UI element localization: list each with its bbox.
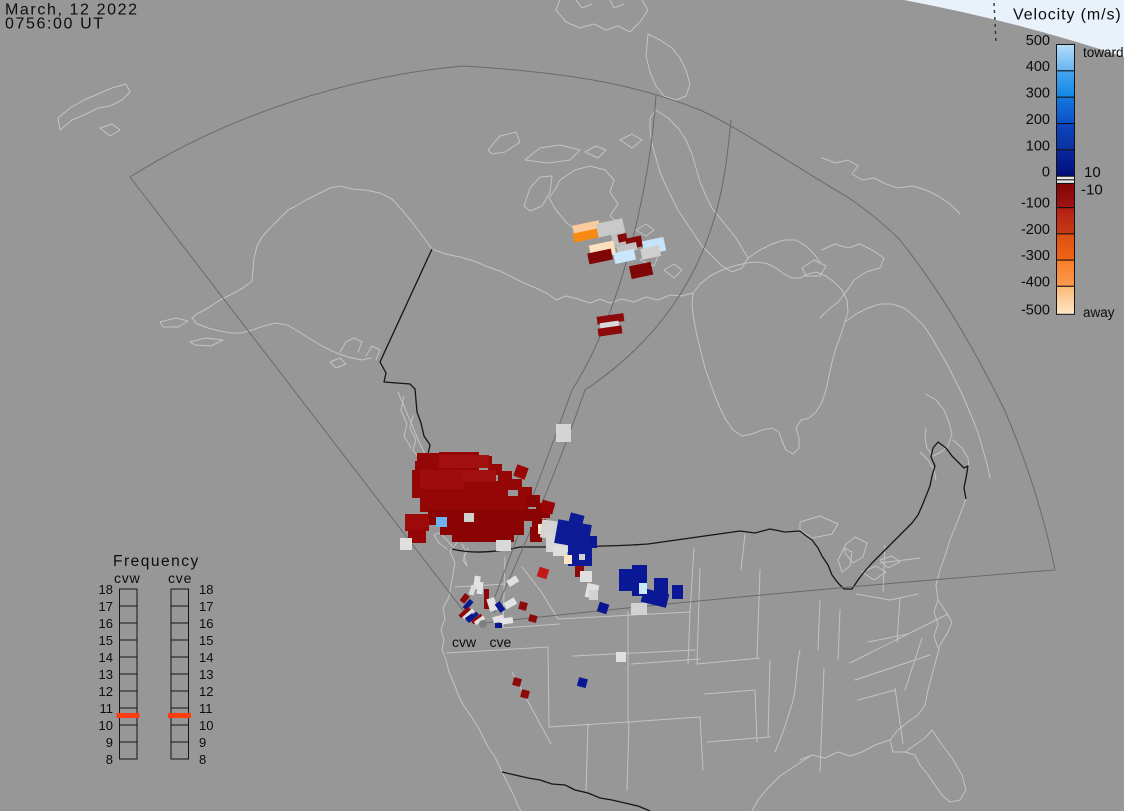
svg-text:cvw: cvw: [114, 570, 141, 586]
svg-text:-300: -300: [1021, 248, 1050, 264]
svg-text:10: 10: [1084, 164, 1101, 181]
svg-text:Velocity (m/s): Velocity (m/s): [1013, 7, 1122, 24]
svg-text:10: 10: [99, 718, 113, 733]
svg-text:0756:00 UT: 0756:00 UT: [5, 16, 105, 33]
svg-text:cvw: cvw: [452, 634, 477, 650]
svg-text:cve: cve: [490, 634, 512, 650]
svg-text:100: 100: [1026, 139, 1050, 155]
svg-text:400: 400: [1026, 59, 1050, 75]
svg-text:-500: -500: [1021, 303, 1050, 319]
svg-text:16: 16: [199, 616, 213, 631]
svg-text:-200: -200: [1021, 222, 1050, 238]
svg-text:Frequency: Frequency: [113, 553, 200, 570]
svg-text:15: 15: [199, 633, 213, 648]
svg-text:March, 12 2022: March, 12 2022: [5, 2, 139, 19]
svg-text:9: 9: [199, 735, 206, 750]
svg-text:-400: -400: [1021, 275, 1050, 291]
svg-text:500: 500: [1026, 33, 1050, 49]
svg-text:9: 9: [106, 735, 113, 750]
svg-text:300: 300: [1026, 86, 1050, 102]
svg-text:15: 15: [99, 633, 113, 648]
svg-text:12: 12: [199, 684, 213, 699]
svg-text:13: 13: [99, 667, 113, 682]
svg-text:18: 18: [199, 582, 213, 597]
svg-text:18: 18: [99, 582, 113, 597]
svg-text:cve: cve: [168, 570, 192, 586]
svg-text:8: 8: [199, 752, 206, 767]
svg-text:-10: -10: [1081, 182, 1103, 199]
svg-text:17: 17: [99, 599, 113, 614]
svg-text:10: 10: [199, 718, 213, 733]
svg-text:14: 14: [199, 650, 213, 665]
svg-text:16: 16: [99, 616, 113, 631]
svg-text:0: 0: [1042, 165, 1050, 181]
svg-text:away: away: [1083, 305, 1115, 320]
svg-text:8: 8: [106, 752, 113, 767]
svg-text:17: 17: [199, 599, 213, 614]
svg-text:11: 11: [199, 701, 213, 716]
svg-text:-100: -100: [1021, 196, 1050, 212]
svg-text:13: 13: [199, 667, 213, 682]
svg-text:14: 14: [99, 650, 113, 665]
svg-text:12: 12: [99, 684, 113, 699]
svg-text:11: 11: [100, 701, 114, 716]
svg-text:toward: toward: [1083, 45, 1124, 60]
svg-text:200: 200: [1026, 112, 1050, 128]
